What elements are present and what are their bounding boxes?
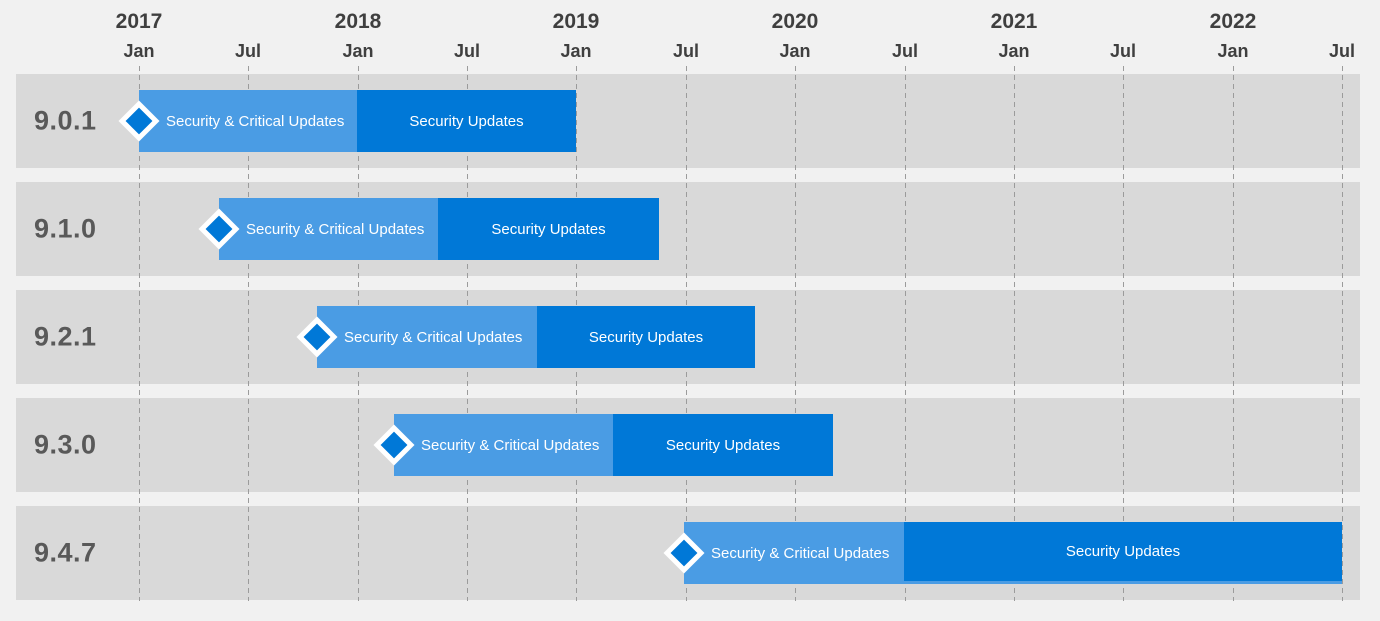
month-tick-label: Jan <box>123 41 155 61</box>
security-critical-updates-bar: Security & Critical Updates <box>317 306 537 368</box>
release-diamond-inner <box>205 215 233 243</box>
month-tick-label: Jan <box>779 41 811 61</box>
release-diamond-inner <box>303 323 331 351</box>
gridline <box>1014 66 1015 601</box>
month-tick-label: Jul <box>234 41 262 61</box>
release-diamond-inner <box>125 107 153 135</box>
gridline <box>139 66 140 601</box>
security-critical-updates-bar: Security & Critical Updates <box>394 414 613 476</box>
security-updates-bar: Security Updates <box>357 90 576 152</box>
security-critical-updates-label: Security & Critical Updates <box>344 328 523 346</box>
version-label: 9.2.1 <box>34 321 97 352</box>
version-label: 9.0.1 <box>34 105 97 136</box>
security-critical-updates-label: Security & Critical Updates <box>421 436 600 454</box>
security-critical-updates-label: Security & Critical Updates <box>711 544 890 562</box>
month-tick-label: Jan <box>342 41 374 61</box>
security-updates-bar: Security Updates <box>537 306 755 368</box>
security-updates-label: Security Updates <box>665 436 781 454</box>
year-label: 2018 <box>334 10 382 33</box>
security-critical-updates-bar: Security & Critical Updates <box>219 198 438 260</box>
year-label: 2022 <box>1209 10 1257 33</box>
gridline <box>905 66 906 601</box>
version-label: 9.1.0 <box>34 213 97 244</box>
gridline <box>248 66 249 601</box>
gridline <box>1342 66 1343 601</box>
release-diamond-inner <box>670 539 698 567</box>
month-tick-label: Jan <box>560 41 592 61</box>
security-updates-label: Security Updates <box>1065 543 1181 560</box>
month-tick-label: Jan <box>998 41 1030 61</box>
security-updates-bar: Security Updates <box>438 198 659 260</box>
year-label: 2019 <box>552 10 600 33</box>
security-critical-updates-label: Security & Critical Updates <box>166 112 345 130</box>
year-label: 2017 <box>115 10 163 33</box>
gridline <box>1123 66 1124 601</box>
release-diamond-inner <box>380 431 408 459</box>
security-updates-bar: Security Updates <box>904 522 1342 581</box>
month-tick-label: Jul <box>891 41 919 61</box>
security-updates-bar: Security Updates <box>613 414 833 476</box>
security-updates-label: Security Updates <box>409 112 524 130</box>
security-updates-label: Security Updates <box>491 220 606 238</box>
year-label: 2020 <box>771 10 819 33</box>
month-tick-label: Jul <box>1109 41 1137 61</box>
security-updates-label: Security Updates <box>588 328 704 346</box>
version-label: 9.3.0 <box>34 429 97 460</box>
version-label: 9.4.7 <box>34 537 97 568</box>
gridline <box>1233 66 1234 601</box>
month-tick-label: Jul <box>1328 41 1356 61</box>
month-tick-label: Jul <box>453 41 481 61</box>
security-critical-updates-label: Security & Critical Updates <box>246 220 425 238</box>
gridline <box>795 66 796 601</box>
month-tick-label: Jul <box>672 41 700 61</box>
security-critical-updates-bar: Security & Critical Updates <box>139 90 357 152</box>
year-label: 2021 <box>990 10 1038 33</box>
month-tick-label: Jan <box>1217 41 1249 61</box>
